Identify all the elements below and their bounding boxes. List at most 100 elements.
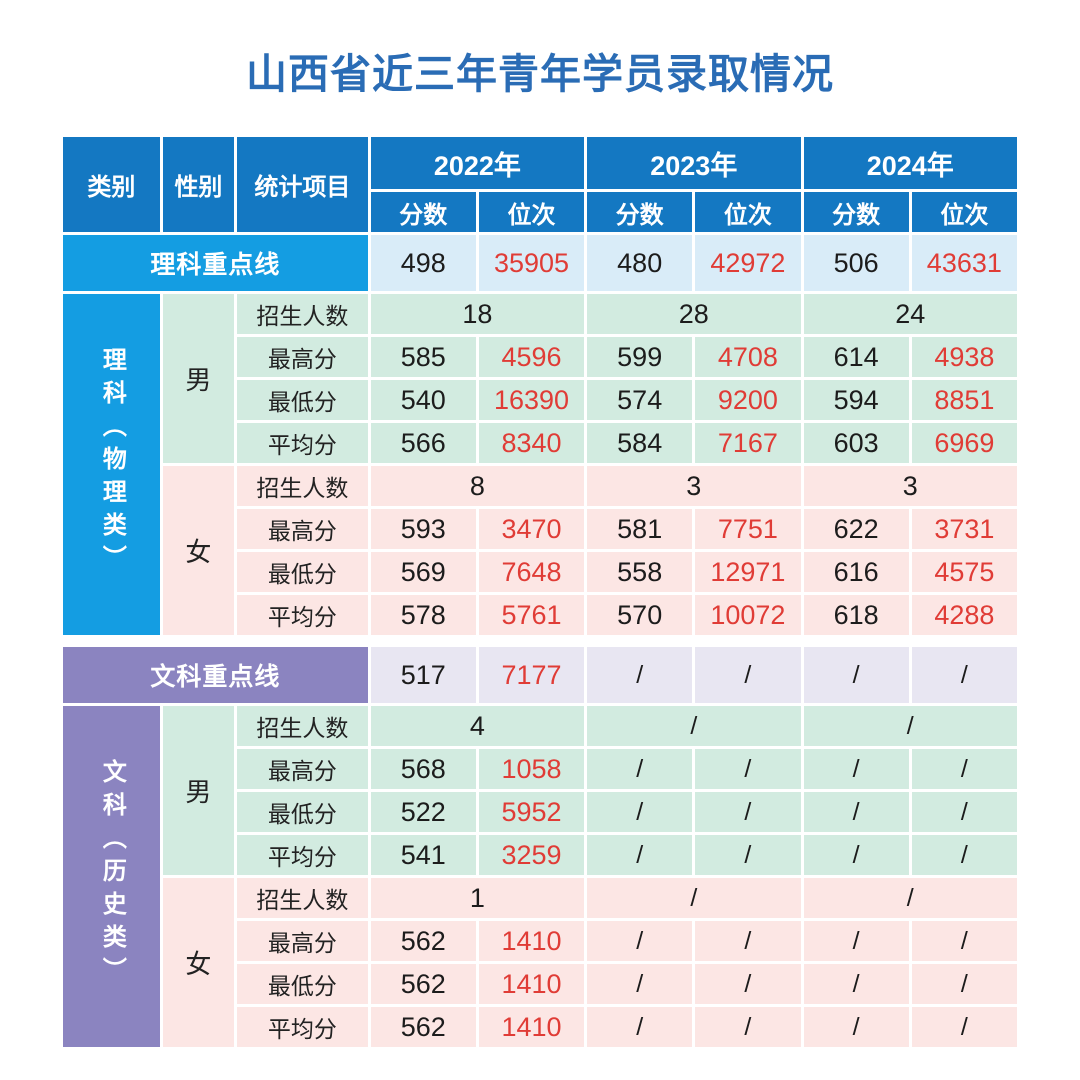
col-header-year-2024: 2024年 (803, 137, 1017, 189)
stat-label: 最高分 (237, 509, 368, 549)
col-header-year-2022: 2022年 (370, 137, 585, 189)
score-cell: / (803, 921, 909, 961)
rank-cell: 16390 (478, 380, 585, 420)
enrollment-cell: / (803, 706, 1017, 746)
rank-cell: 4708 (695, 337, 801, 377)
score-cell: 540 (370, 380, 476, 420)
table-row: 最低分 569 7648 558 12971 616 4575 (63, 552, 1017, 592)
enrollment-cell: 3 (803, 466, 1017, 506)
score-cell: / (587, 792, 693, 832)
score-cell: / (803, 792, 909, 832)
col-header-stat-item: 统计项目 (237, 137, 368, 232)
enrollment-cell: 24 (803, 294, 1017, 334)
score-cell: / (803, 749, 909, 789)
score-cell: 566 (370, 423, 476, 463)
score-cell: / (587, 1007, 693, 1047)
stat-label: 最高分 (237, 337, 368, 377)
science-cutoff-label: 理科重点线 (63, 235, 368, 291)
liberal-female-gender-cell: 女 (162, 878, 235, 1047)
col-subheader-score-2024: 分数 (803, 192, 909, 232)
stat-label: 最低分 (237, 380, 368, 420)
rank-cell: 35905 (478, 235, 585, 291)
stat-label: 平均分 (237, 1007, 368, 1047)
score-cell: 622 (803, 509, 909, 549)
rank-cell: 4938 (911, 337, 1017, 377)
col-subheader-rank-2024: 位次 (911, 192, 1017, 232)
stat-label: 招生人数 (237, 706, 368, 746)
rank-cell: / (911, 921, 1017, 961)
rank-cell: 4288 (911, 595, 1017, 635)
rank-cell: 43631 (911, 235, 1017, 291)
score-cell: 498 (370, 235, 476, 291)
stat-label: 招生人数 (237, 878, 368, 918)
table-row: 最高分 568 1058 / / / / (63, 749, 1017, 789)
col-subheader-rank-2022: 位次 (478, 192, 585, 232)
score-cell: 568 (370, 749, 476, 789)
enrollment-cell: / (587, 706, 801, 746)
rank-cell: 4575 (911, 552, 1017, 592)
rank-cell: / (695, 647, 801, 703)
col-header-year-2023: 2023年 (587, 137, 801, 189)
page: 山西省近三年青年学员录取情况 类别 性别 统计项目 2022年 2023年 20… (60, 51, 1020, 1050)
table-row: 平均分 566 8340 584 7167 603 6969 (63, 423, 1017, 463)
stat-label: 最低分 (237, 552, 368, 592)
stat-label: 招生人数 (237, 294, 368, 334)
score-cell: 558 (587, 552, 693, 592)
score-cell: 599 (587, 337, 693, 377)
rank-cell: 5761 (478, 595, 585, 635)
rank-cell: / (695, 921, 801, 961)
enrollment-cell: 8 (370, 466, 585, 506)
score-cell: 578 (370, 595, 476, 635)
score-cell: 562 (370, 964, 476, 1004)
score-cell: 562 (370, 921, 476, 961)
rank-cell: 4596 (478, 337, 585, 377)
liberal-category-cell: 文科（历史类） (63, 706, 160, 1047)
col-subheader-score-2023: 分数 (587, 192, 693, 232)
rank-cell: 12971 (695, 552, 801, 592)
score-cell: 574 (587, 380, 693, 420)
rank-cell: 3731 (911, 509, 1017, 549)
rank-cell: / (695, 1007, 801, 1047)
rank-cell: 6969 (911, 423, 1017, 463)
rank-cell: 10072 (695, 595, 801, 635)
stat-label: 平均分 (237, 835, 368, 875)
score-cell: / (587, 647, 693, 703)
score-cell: 570 (587, 595, 693, 635)
liberal-cutoff-label: 文科重点线 (63, 647, 368, 703)
score-cell: / (587, 964, 693, 1004)
stat-label: 招生人数 (237, 466, 368, 506)
rank-cell: 3470 (478, 509, 585, 549)
page-title: 山西省近三年青年学员录取情况 (246, 51, 834, 97)
enrollment-cell: 4 (370, 706, 585, 746)
score-cell: / (803, 835, 909, 875)
score-cell: / (803, 1007, 909, 1047)
table-row: 最低分 522 5952 / / / / (63, 792, 1017, 832)
score-cell: 585 (370, 337, 476, 377)
rank-cell: 5952 (478, 792, 585, 832)
col-subheader-rank-2023: 位次 (695, 192, 801, 232)
enrollment-cell: / (803, 878, 1017, 918)
rank-cell: / (911, 1007, 1017, 1047)
score-cell: 584 (587, 423, 693, 463)
rank-cell: / (695, 964, 801, 1004)
score-cell: 614 (803, 337, 909, 377)
score-cell: 522 (370, 792, 476, 832)
enrollment-cell: 1 (370, 878, 585, 918)
col-header-category: 类别 (63, 137, 160, 232)
score-cell: 593 (370, 509, 476, 549)
score-cell: 616 (803, 552, 909, 592)
table-row: 女 招生人数 1 / / (63, 878, 1017, 1047)
rank-cell: 42972 (695, 235, 801, 291)
table-row: 最高分 562 1410 / / / / (63, 921, 1017, 961)
admissions-table-liberal: 文科重点线 517 7177 / / / / 文科（历史类） 男 招生人数 4 … (60, 644, 1020, 1050)
score-cell: 506 (803, 235, 909, 291)
rank-cell: / (911, 647, 1017, 703)
liberal-male-gender-cell: 男 (162, 706, 235, 875)
col-header-gender: 性别 (162, 137, 235, 232)
science-category-label: 理科（物理类） (98, 346, 126, 578)
enrollment-cell: 18 (370, 294, 585, 334)
stat-label: 平均分 (237, 423, 368, 463)
stat-label: 最低分 (237, 964, 368, 1004)
enrollment-cell: 28 (587, 294, 801, 334)
rank-cell: 7751 (695, 509, 801, 549)
